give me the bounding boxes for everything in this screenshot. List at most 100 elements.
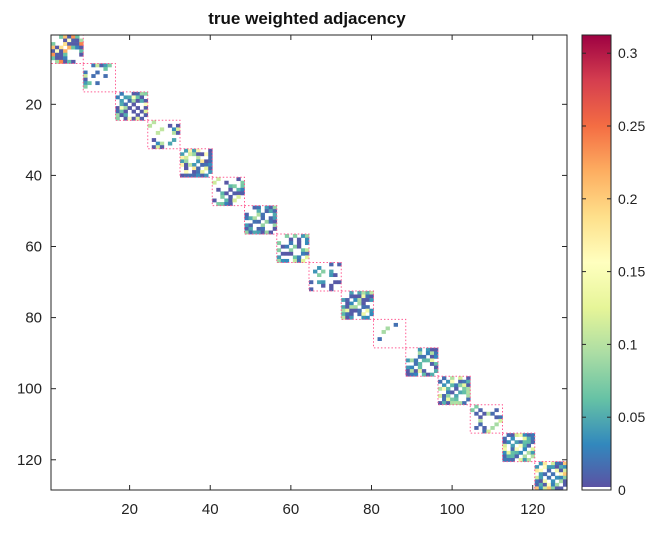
heatmap-cell bbox=[466, 379, 471, 384]
heatmap-cell bbox=[284, 234, 290, 238]
heatmap-cell bbox=[450, 401, 455, 405]
heatmap-cell bbox=[252, 205, 257, 210]
heatmap-cell bbox=[321, 283, 326, 288]
colorbar-ticks: 0 0.05 0.1 0.15 0.2 0.25 0.3 bbox=[582, 45, 645, 498]
block-outline bbox=[373, 318, 407, 349]
heatmap-cell bbox=[550, 482, 556, 487]
heatmap-cell bbox=[300, 248, 306, 253]
block-outline bbox=[276, 233, 310, 263]
heatmap-cell bbox=[292, 255, 298, 260]
heatmap-cell bbox=[454, 386, 459, 391]
heatmap-cell bbox=[256, 219, 261, 224]
heatmap-cell bbox=[353, 294, 358, 299]
block-outline bbox=[179, 148, 213, 178]
heatmap-cell bbox=[200, 173, 205, 178]
heatmap-cell bbox=[131, 91, 136, 96]
heatmap-cell bbox=[304, 237, 310, 242]
heatmap-cell bbox=[385, 326, 390, 331]
heatmap-cell bbox=[248, 216, 253, 221]
heatmap-cell bbox=[361, 315, 366, 320]
heatmap-cell bbox=[446, 397, 451, 402]
heatmap-cell bbox=[546, 468, 552, 473]
heatmap-cell bbox=[329, 283, 334, 288]
heatmap-cell bbox=[498, 418, 503, 423]
x-tick-label: 40 bbox=[202, 501, 219, 518]
heatmap-cell bbox=[538, 461, 544, 466]
heatmap-cell bbox=[482, 411, 487, 416]
heatmap-cell bbox=[272, 216, 278, 221]
heatmap-cell bbox=[184, 173, 189, 178]
heatmap-cell bbox=[550, 486, 556, 491]
heatmap-cell bbox=[180, 159, 185, 164]
heatmap-cell bbox=[184, 170, 189, 174]
heatmap-cell bbox=[365, 294, 370, 299]
heatmap-cell bbox=[155, 141, 161, 146]
heatmap-cell bbox=[369, 290, 374, 295]
heatmap-cell bbox=[470, 408, 475, 413]
heatmap-cell bbox=[188, 152, 193, 157]
heatmap-cell bbox=[357, 290, 362, 295]
heatmap-cell bbox=[63, 38, 68, 43]
heatmap-cell bbox=[228, 187, 233, 192]
heatmap-cell bbox=[184, 162, 189, 167]
heatmap-cell bbox=[236, 187, 241, 192]
heatmap-cell bbox=[357, 294, 362, 299]
block-outline bbox=[50, 34, 84, 64]
heatmap-cell bbox=[240, 191, 245, 196]
heatmap-cell bbox=[123, 106, 128, 110]
heatmap-cell bbox=[143, 113, 149, 118]
heatmap-cell bbox=[482, 429, 487, 434]
heatmap-cell bbox=[175, 123, 181, 128]
heatmap-cell bbox=[216, 202, 221, 206]
heatmap-cell bbox=[369, 308, 374, 313]
heatmap-cell bbox=[494, 408, 499, 413]
heatmap-cell bbox=[558, 472, 564, 477]
heatmap-cell bbox=[103, 63, 108, 68]
heatmap-cell bbox=[115, 95, 120, 100]
heatmap-cell bbox=[349, 315, 354, 320]
heatmap-cell bbox=[409, 365, 415, 370]
colorbar-tick-label: 0 bbox=[618, 482, 626, 498]
heatmap-cell bbox=[123, 102, 128, 107]
heatmap-cell bbox=[429, 354, 435, 359]
heatmap-cell bbox=[240, 180, 245, 185]
heatmap-cell bbox=[184, 159, 189, 164]
heatmap-cell bbox=[107, 63, 112, 68]
heatmap-cell bbox=[530, 436, 536, 441]
heatmap-cell bbox=[256, 226, 261, 231]
heatmap-cell bbox=[284, 244, 290, 249]
heatmap-cell bbox=[478, 422, 483, 427]
heatmap-cell bbox=[450, 383, 455, 388]
heatmap-cell bbox=[284, 258, 290, 263]
heatmap-cell bbox=[417, 347, 423, 352]
heatmap-cell bbox=[135, 91, 140, 96]
heatmap-cell bbox=[502, 440, 507, 445]
heatmap-cell bbox=[345, 308, 350, 313]
heatmap-cell bbox=[429, 362, 435, 366]
heatmap-cell bbox=[208, 162, 213, 167]
heatmap-cell bbox=[135, 113, 140, 118]
colorbar-tick-label: 0.2 bbox=[618, 191, 638, 207]
heatmap-cell bbox=[353, 298, 358, 302]
heatmap-cell bbox=[550, 465, 556, 469]
heatmap-cell bbox=[304, 251, 310, 256]
heatmap-cell bbox=[55, 52, 60, 57]
heatmap-cell bbox=[135, 106, 140, 110]
heatmap-cell bbox=[518, 458, 523, 462]
heatmap-cell bbox=[115, 116, 120, 121]
heatmap-cell bbox=[192, 162, 197, 167]
heatmap-cell bbox=[357, 308, 362, 313]
heatmap-cell bbox=[345, 315, 350, 320]
heatmap-cell bbox=[79, 52, 84, 57]
x-tick-label: 120 bbox=[520, 501, 545, 518]
heatmap-cell bbox=[538, 486, 544, 491]
heatmap-cell bbox=[369, 298, 374, 302]
heatmap-cell bbox=[147, 123, 153, 128]
heatmap-cell bbox=[180, 173, 185, 178]
chart-title: true weighted adjacency bbox=[208, 9, 406, 28]
heatmap-cell bbox=[119, 113, 124, 118]
heatmap-cell bbox=[506, 450, 511, 455]
heatmap-cell bbox=[542, 461, 548, 466]
heatmap-cell bbox=[506, 454, 511, 459]
heatmap-cell bbox=[365, 290, 370, 295]
